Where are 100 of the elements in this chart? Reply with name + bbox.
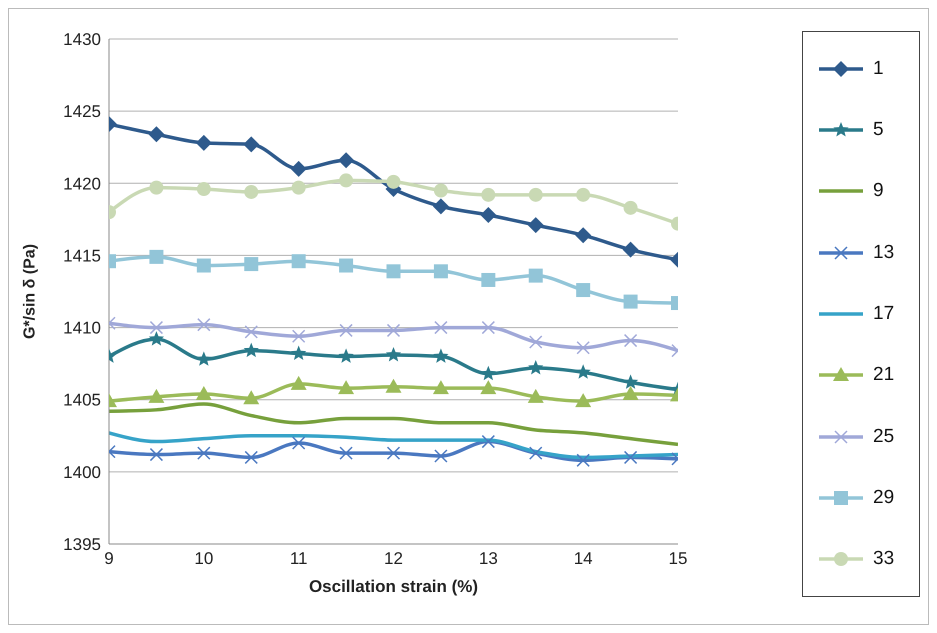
point (196, 351, 212, 366)
legend-label: 9 (873, 180, 884, 202)
point (624, 200, 638, 215)
point (386, 378, 402, 393)
point (338, 152, 354, 168)
point (480, 207, 496, 224)
point (339, 324, 353, 338)
point (432, 380, 449, 394)
point (482, 434, 496, 448)
point (339, 446, 353, 460)
point (576, 188, 590, 202)
point (386, 264, 400, 278)
point (150, 320, 164, 334)
point (150, 448, 164, 462)
point (243, 136, 260, 152)
point (528, 188, 543, 202)
point (339, 258, 354, 273)
point (149, 180, 164, 195)
point (529, 335, 542, 349)
point (575, 393, 592, 408)
x-tick-label: 11 (290, 549, 308, 568)
point (196, 386, 212, 400)
point (434, 320, 448, 334)
y-tick-label: 1430 (63, 30, 101, 50)
point (149, 250, 164, 264)
point (291, 346, 306, 360)
legend-label: 29 (873, 486, 894, 509)
point (339, 173, 354, 188)
x-tick-label: 13 (478, 549, 498, 568)
x-axis-title: Oscillation strain (%) (308, 577, 478, 596)
legend-label: 25 (873, 426, 894, 448)
point (575, 227, 592, 244)
point (386, 346, 402, 362)
y-tick-label: 1410 (63, 318, 101, 338)
point (528, 388, 544, 403)
point (433, 348, 449, 363)
point (528, 268, 543, 283)
legend-label: 13 (873, 242, 894, 264)
point (244, 184, 258, 199)
point (196, 258, 211, 273)
point (148, 331, 164, 346)
point (624, 450, 638, 464)
line-series (109, 402, 678, 446)
point (434, 184, 448, 198)
point (434, 264, 448, 278)
y-tick-label: 1395 (63, 535, 101, 554)
point (480, 380, 496, 394)
legend-label: 21 (873, 364, 894, 386)
point (290, 160, 307, 177)
point (290, 376, 307, 390)
point (292, 180, 306, 195)
point (386, 324, 400, 338)
legend-label: 1 (873, 58, 884, 80)
legend-label: 5 (873, 118, 884, 141)
x-tick-label: 14 (574, 549, 593, 568)
x-tick-label: 12 (384, 549, 403, 568)
point (432, 198, 449, 214)
point (481, 272, 496, 287)
point (244, 342, 259, 358)
point (197, 446, 211, 460)
point (386, 174, 400, 189)
point (243, 390, 260, 404)
point (338, 380, 354, 394)
y-tick-label: 1415 (63, 246, 101, 266)
point (576, 341, 590, 355)
point (386, 446, 400, 460)
point (148, 388, 164, 403)
point (576, 364, 591, 379)
point (481, 188, 496, 202)
x-tick-label: 10 (194, 549, 214, 568)
point (528, 217, 544, 234)
point (529, 446, 542, 460)
point (292, 329, 306, 343)
point (576, 454, 590, 468)
legend-label: 17 (873, 302, 894, 325)
y-tick-label: 1405 (63, 390, 101, 410)
legend-label: 33 (873, 548, 894, 570)
point (244, 257, 258, 272)
point (480, 366, 496, 380)
point (338, 348, 354, 363)
point (197, 318, 211, 332)
point (622, 242, 639, 258)
point (244, 450, 258, 464)
point (622, 386, 639, 400)
point (434, 449, 448, 463)
point (292, 436, 306, 450)
point (148, 126, 164, 142)
y-tick-label: 1420 (63, 174, 101, 194)
point (624, 334, 638, 348)
y-tick-label: 1400 (63, 462, 101, 482)
point (576, 283, 590, 298)
point (244, 325, 258, 339)
line-series (109, 431, 678, 460)
x-tick-label: 15 (668, 549, 688, 568)
point (196, 182, 211, 196)
point (482, 320, 496, 334)
point (196, 134, 212, 151)
point (624, 294, 638, 309)
y-axis-title: G*/sin δ (Pa) (22, 244, 39, 340)
y-tick-label: 1425 (63, 102, 101, 122)
